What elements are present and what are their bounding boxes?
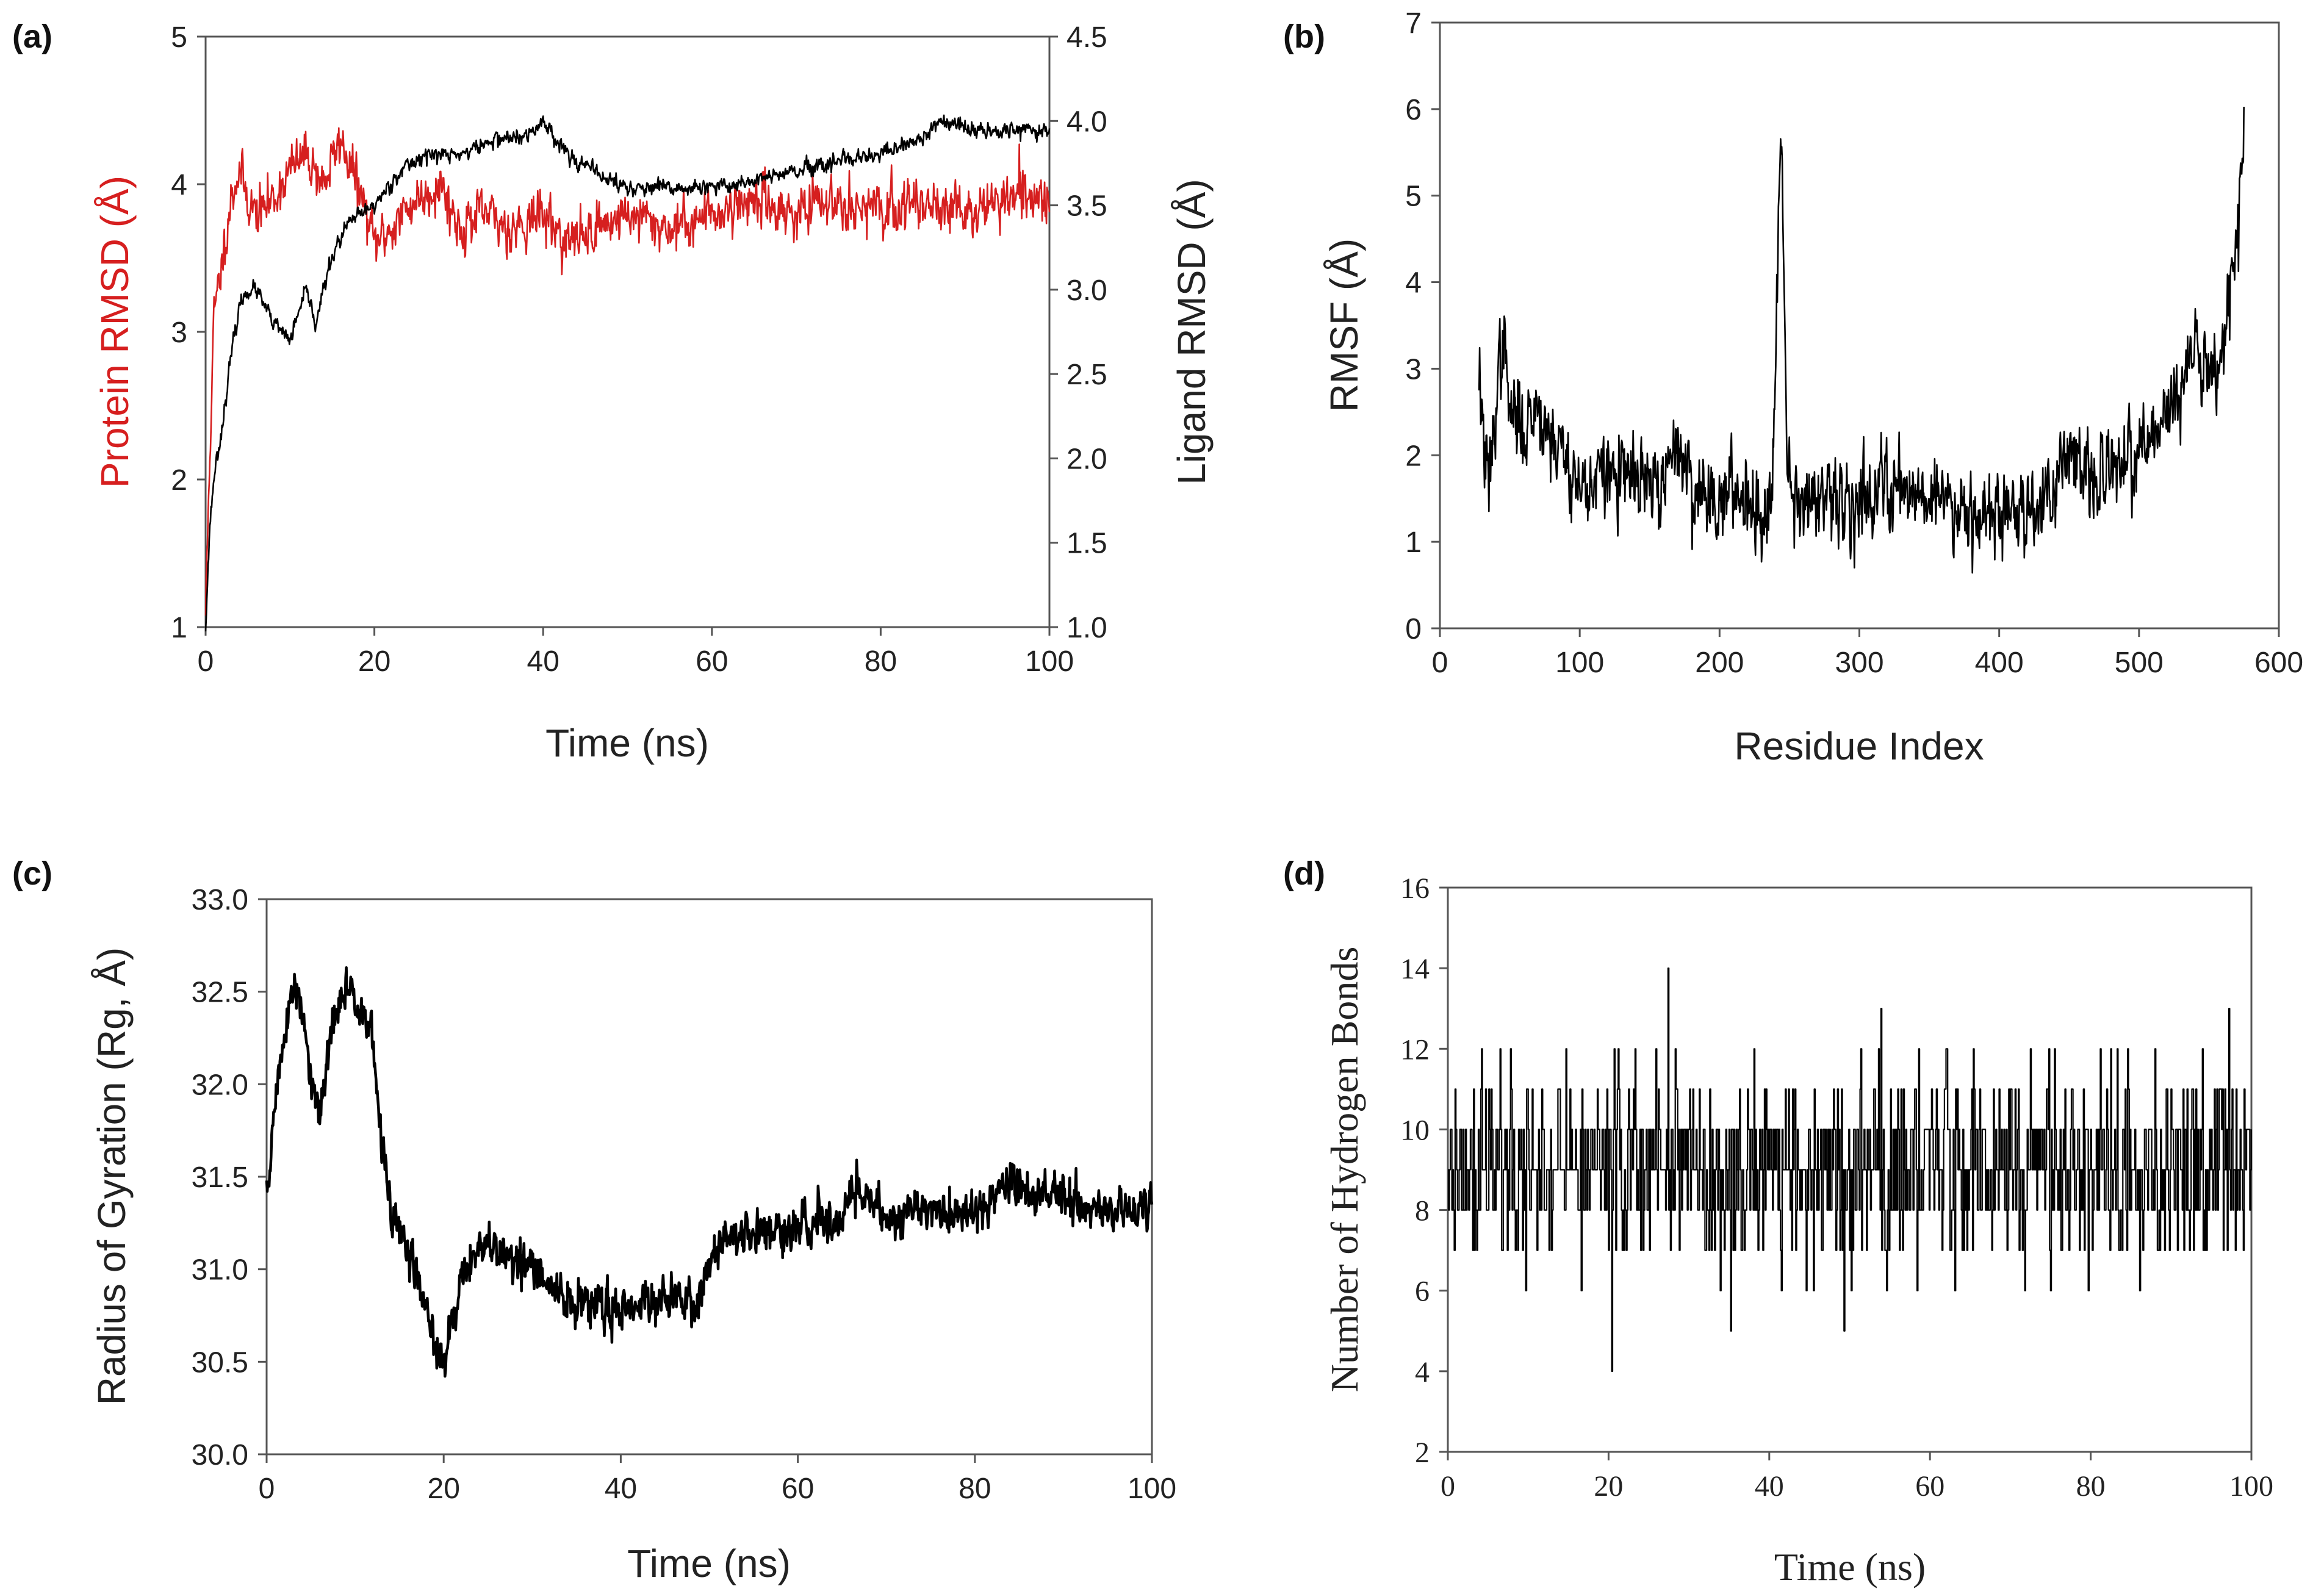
y-tick-label: 32.0 — [192, 1069, 248, 1101]
panel-a-frame — [204, 35, 1051, 628]
y-tick-label: 4 — [171, 169, 187, 201]
x-tick-label: 0 — [1441, 1470, 1455, 1502]
x-tick-label: 60 — [782, 1473, 814, 1505]
panel-a-y2-axis-label: Ligand RMSD (Å) — [1170, 179, 1214, 485]
y-tick-label: 4 — [1415, 1356, 1430, 1388]
y-tick-label: 32.5 — [192, 977, 248, 1009]
panel-b-series — [1478, 106, 2245, 574]
x-tick-label: 100 — [1128, 1473, 1176, 1505]
y2-tick-label: 1.0 — [1067, 612, 1107, 644]
y-tick-label: 3 — [1405, 353, 1422, 386]
x-tick-label: 60 — [696, 645, 728, 678]
panel-c-y-axis-label: Radius of Gyration (Rg, Å) — [90, 947, 134, 1406]
panel-d-y-axis-label: Number of Hydrogen Bonds — [1323, 947, 1366, 1393]
x-tick-label: 40 — [527, 645, 559, 678]
y-tick-label: 5 — [1405, 181, 1422, 213]
x-tick-label: 300 — [1835, 647, 1883, 679]
x-tick-label: 40 — [605, 1473, 637, 1505]
x-tick-label: 400 — [1975, 647, 2024, 679]
y-tick-label: 7 — [1405, 7, 1422, 40]
y-tick-label: 31.0 — [192, 1254, 248, 1287]
y-tick-label: 8 — [1415, 1195, 1430, 1227]
x-tick-label: 80 — [959, 1473, 991, 1505]
y-tick-label: 1 — [1405, 526, 1422, 559]
y2-tick-label: 4.5 — [1067, 21, 1107, 54]
x-tick-label: 500 — [2115, 647, 2164, 679]
panel-a-label: (a) — [12, 18, 52, 55]
y-tick-label: 2 — [1405, 440, 1422, 472]
panel-c-x-ticks: 0 20 40 60 80 100 — [259, 1454, 1176, 1505]
y-tick-label: 30.5 — [192, 1346, 248, 1379]
panel-d-label: (d) — [1283, 855, 1325, 892]
panel-d-series — [1448, 968, 2253, 1372]
panel-d-x-ticks: 0 20 40 60 80 100 — [1441, 1452, 2273, 1502]
panel-b-x-ticks: 0 100 200 300 400 500 600 — [1432, 628, 2303, 679]
y-tick-label: 30.0 — [192, 1439, 248, 1471]
panel-c-y-ticks: 30.0 30.5 31.0 31.5 32.0 32.5 33.0 — [192, 884, 267, 1471]
y-tick-label: 0 — [1405, 613, 1422, 645]
panel-a-y-axis-label: Protein RMSD (Å) — [93, 176, 137, 488]
y2-tick-label: 2.5 — [1067, 359, 1107, 391]
x-tick-label: 20 — [358, 645, 390, 678]
y-tick-label: 33.0 — [192, 884, 248, 916]
panel-a-x-axis-label: Time (ns) — [545, 721, 709, 765]
panel-d-x-axis-label: Time (ns) — [1774, 1545, 1926, 1589]
panel-c-x-axis-label: Time (ns) — [627, 1542, 791, 1585]
series-line-b-0 — [1478, 106, 2245, 574]
y-tick-label: 14 — [1400, 953, 1430, 985]
x-tick-label: 100 — [2229, 1470, 2273, 1502]
panel-a-y2-ticks: 1.0 1.5 2.0 2.5 3.0 3.5 4.0 4.5 — [1049, 21, 1107, 644]
y-tick-label: 6 — [1405, 94, 1422, 126]
x-tick-label: 80 — [865, 645, 897, 678]
x-tick-label: 100 — [1555, 647, 1604, 679]
series-line-d-0 — [1448, 968, 2253, 1372]
panel-b-y-axis-label: RMSF (Å) — [1322, 239, 1366, 412]
series-line-a-0 — [204, 127, 1051, 616]
panel-b: (b) 0 100 200 300 400 500 600 0 1 2 3 4 5 6 7 Residue… — [1283, 7, 2303, 768]
y-tick-label: 2 — [171, 464, 187, 497]
x-tick-label: 60 — [1915, 1470, 1944, 1502]
panel-b-y-ticks: 0 1 2 3 4 5 6 7 — [1405, 7, 1440, 645]
y-tick-label: 31.5 — [192, 1161, 248, 1194]
x-tick-label: 600 — [2254, 647, 2303, 679]
y2-tick-label: 1.5 — [1067, 528, 1107, 560]
panel-a: (a) 0 20 40 60 80 100 1 2 3 4 5 1.0 1.5 2.0 2.5 3.0 3.… — [12, 18, 1214, 765]
panel-b-x-axis-label: Residue Index — [1734, 724, 1984, 768]
panel-a-series — [204, 114, 1051, 632]
y-tick-label: 16 — [1400, 872, 1430, 905]
y-tick-label: 5 — [171, 21, 187, 54]
panel-c-label: (c) — [12, 855, 52, 892]
panel-b-frame — [1439, 21, 2280, 630]
y2-tick-label: 3.0 — [1067, 275, 1107, 307]
x-tick-label: 20 — [428, 1473, 460, 1505]
x-tick-label: 80 — [2076, 1470, 2106, 1502]
y2-tick-label: 4.0 — [1067, 106, 1107, 138]
y-tick-label: 12 — [1400, 1033, 1430, 1066]
y2-tick-label: 2.0 — [1067, 443, 1107, 475]
x-tick-label: 0 — [259, 1473, 275, 1505]
x-tick-label: 200 — [1695, 647, 1744, 679]
panel-a-x-ticks: 0 20 40 60 80 100 — [198, 627, 1074, 678]
y-tick-label: 6 — [1415, 1276, 1430, 1308]
panel-c-series — [265, 966, 1154, 1378]
y-tick-label: 4 — [1405, 267, 1422, 300]
y-tick-label: 2 — [1415, 1437, 1430, 1469]
panel-c: (c) 0 20 40 60 80 100 30.0 30.5 31.0 31.5 32.0 32.… — [12, 855, 1176, 1585]
y2-tick-label: 3.5 — [1067, 190, 1107, 223]
x-tick-label: 40 — [1755, 1470, 1784, 1502]
y-tick-label: 10 — [1400, 1114, 1430, 1146]
series-line-a-1 — [204, 114, 1051, 632]
x-tick-label: 20 — [1594, 1470, 1623, 1502]
y-tick-label: 3 — [171, 317, 187, 349]
series-line-c-0 — [265, 966, 1154, 1378]
x-tick-label: 100 — [1025, 645, 1074, 678]
panel-a-y-ticks: 1 2 3 4 5 — [171, 21, 206, 644]
x-tick-label: 0 — [198, 645, 214, 678]
panel-b-label: (b) — [1283, 18, 1325, 55]
x-tick-label: 0 — [1432, 647, 1448, 679]
panel-d-y-ticks: 2 4 6 8 10 12 14 16 — [1400, 872, 1448, 1469]
y-tick-label: 1 — [171, 612, 187, 644]
